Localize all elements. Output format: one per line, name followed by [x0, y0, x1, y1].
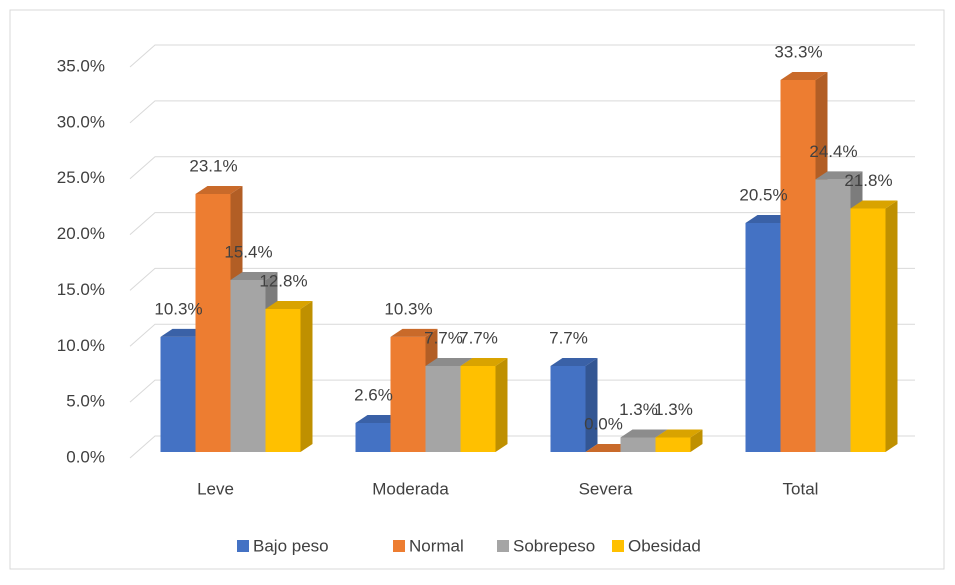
value-label: 2.6%: [354, 385, 393, 404]
bar-top: [780, 71, 828, 80]
grid-line: [129, 44, 915, 68]
bar: [390, 336, 426, 452]
y-tick-label: 25.0%: [57, 168, 105, 187]
x-tick-label: Moderada: [372, 479, 449, 498]
value-label: 7.7%: [424, 328, 463, 347]
legend-label: Obesidad: [628, 536, 701, 555]
x-tick-label: Severa: [579, 479, 633, 498]
bar-top: [265, 301, 313, 310]
y-tick-label: 35.0%: [57, 56, 105, 75]
y-tick-label: 10.0%: [57, 336, 105, 355]
bar: [195, 193, 231, 452]
value-label: 33.3%: [774, 42, 822, 61]
bar: [745, 222, 781, 452]
grid-line: [129, 100, 915, 124]
legend-label: Sobrepeso: [513, 536, 595, 555]
value-label: 7.7%: [549, 328, 588, 347]
bar-side: [690, 429, 703, 452]
bar-top: [620, 429, 668, 438]
value-label: 7.7%: [459, 328, 498, 347]
legend-swatch: [393, 540, 405, 552]
bar-side: [300, 301, 313, 452]
x-tick-label: Total: [783, 479, 819, 498]
value-label: 20.5%: [739, 185, 787, 204]
bar: [460, 365, 496, 452]
legend-swatch: [612, 540, 624, 552]
legend-label: Bajo peso: [253, 536, 329, 555]
value-label: 10.3%: [154, 299, 202, 318]
bar: [815, 179, 851, 452]
bar-top: [815, 171, 863, 180]
bar: [850, 208, 886, 452]
y-tick-label: 5.0%: [66, 392, 105, 411]
value-label: 0.0%: [584, 414, 623, 433]
bar: [620, 437, 656, 452]
value-label: 1.3%: [619, 400, 658, 419]
value-label: 10.3%: [384, 299, 432, 318]
y-tick-label: 0.0%: [66, 447, 105, 466]
bar-side: [495, 357, 508, 452]
bar: [550, 365, 586, 452]
bar-top: [230, 271, 278, 280]
bar-top: [195, 185, 243, 194]
legend-swatch: [497, 540, 509, 552]
bar-top: [550, 357, 598, 366]
bar-side: [885, 200, 898, 452]
legend-label: Normal: [409, 536, 464, 555]
value-label: 21.8%: [844, 171, 892, 190]
bar-top: [850, 200, 898, 209]
legend-swatch: [237, 540, 249, 552]
grid-line: [129, 156, 915, 180]
bar: [425, 365, 461, 452]
bar: [265, 309, 301, 452]
bar: [655, 437, 691, 452]
grid-line: [129, 323, 915, 347]
bar: [355, 422, 391, 452]
bar-side: [585, 357, 598, 452]
y-tick-label: 15.0%: [57, 280, 105, 299]
bar-top: [460, 357, 508, 366]
value-label: 1.3%: [654, 400, 693, 419]
bar-top: [390, 328, 438, 337]
y-tick-label: 30.0%: [57, 112, 105, 131]
grid-line: [129, 212, 915, 235]
y-tick-label: 20.0%: [57, 224, 105, 243]
grid-line: [129, 379, 915, 403]
value-label: 15.4%: [224, 242, 272, 261]
value-label: 23.1%: [189, 156, 237, 175]
value-label: 12.8%: [259, 271, 307, 290]
bar: [160, 336, 196, 452]
bar-top: [425, 357, 473, 366]
value-label: 24.4%: [809, 142, 857, 161]
bar-top: [655, 429, 703, 438]
x-tick-label: Leve: [197, 479, 234, 498]
grid-line: [129, 267, 915, 291]
bar: [780, 79, 816, 453]
bar: [230, 279, 266, 452]
